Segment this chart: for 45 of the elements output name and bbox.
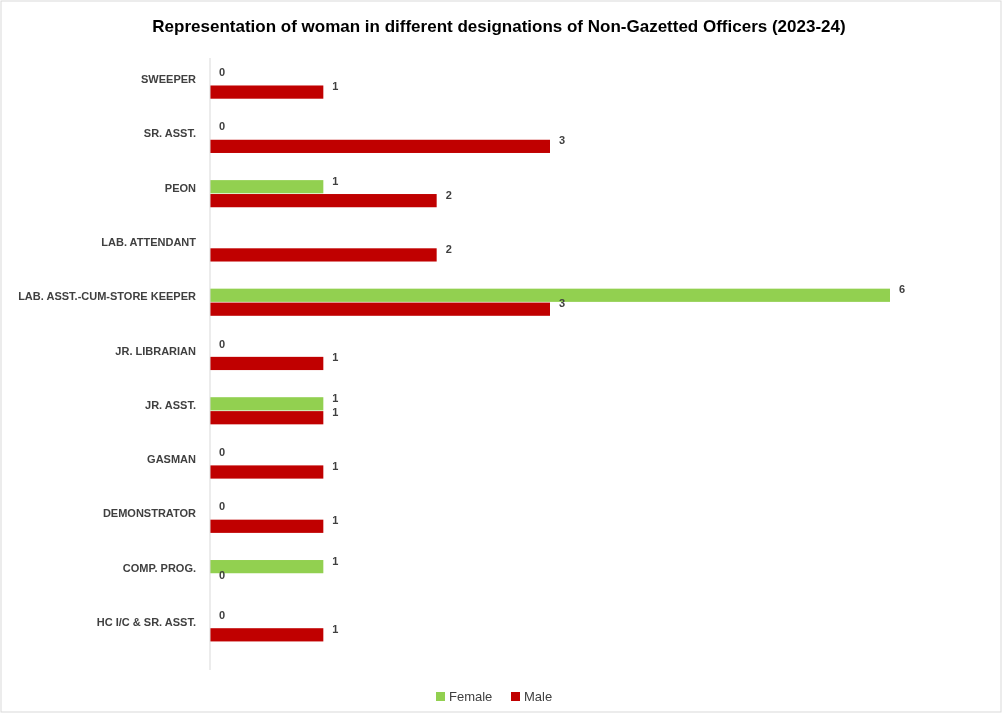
data-label: 1 (332, 405, 339, 418)
bar (210, 180, 324, 194)
data-label: 1 (332, 351, 339, 364)
y-tick-label: SWEEPER (140, 73, 197, 86)
bar (210, 194, 437, 208)
data-label: 1 (332, 80, 339, 93)
bar (210, 85, 324, 99)
bar (210, 628, 324, 642)
data-label: 1 (332, 174, 339, 187)
y-tick-label: JR. LIBRARIAN (115, 344, 197, 357)
chart-title: Representation of woman in different designations of Non-Gazetted Officers (2023-24) (152, 17, 846, 36)
y-tick-label: JR. ASST. (145, 398, 196, 411)
data-label: 1 (332, 460, 339, 472)
y-tick-label: HC I/C & SR. ASST. (96, 615, 196, 628)
y-tick-label: GASMAN (147, 453, 197, 466)
data-label: 0 (219, 66, 226, 79)
data-label: 3 (559, 134, 566, 147)
y-tick-label: SR. ASST. (143, 127, 196, 140)
bar (210, 248, 437, 262)
data-label: 1 (332, 622, 339, 635)
y-tick-label: LAB. ATTENDANT (101, 235, 197, 248)
bar (210, 411, 324, 425)
bar (210, 465, 324, 479)
data-label: 0 (219, 500, 226, 513)
data-label: 0 (219, 120, 226, 133)
data-label: 0 (219, 337, 226, 350)
bar (210, 139, 550, 153)
data-label: 2 (445, 188, 452, 201)
bar (210, 519, 324, 533)
data-label: 1 (332, 391, 339, 404)
bar (210, 356, 324, 371)
legend-label: Female (449, 689, 493, 704)
data-label: 1 (332, 514, 339, 527)
y-tick-label: PEON (164, 181, 197, 194)
data-label: 0 (219, 446, 226, 459)
y-tick-label: COMP. PROG. (122, 561, 196, 574)
bar (210, 397, 324, 411)
y-tick-label: LAB. ASST.-CUM-STORE KEEPER (18, 290, 197, 303)
data-label: 0 (219, 608, 226, 621)
bar (210, 302, 550, 316)
data-label: 1 (332, 554, 339, 567)
legend-label: Male (524, 689, 553, 704)
data-label: 2 (445, 242, 452, 255)
y-tick-label: DEMONSTRATOR (102, 507, 197, 520)
data-label: 6 (899, 283, 906, 296)
